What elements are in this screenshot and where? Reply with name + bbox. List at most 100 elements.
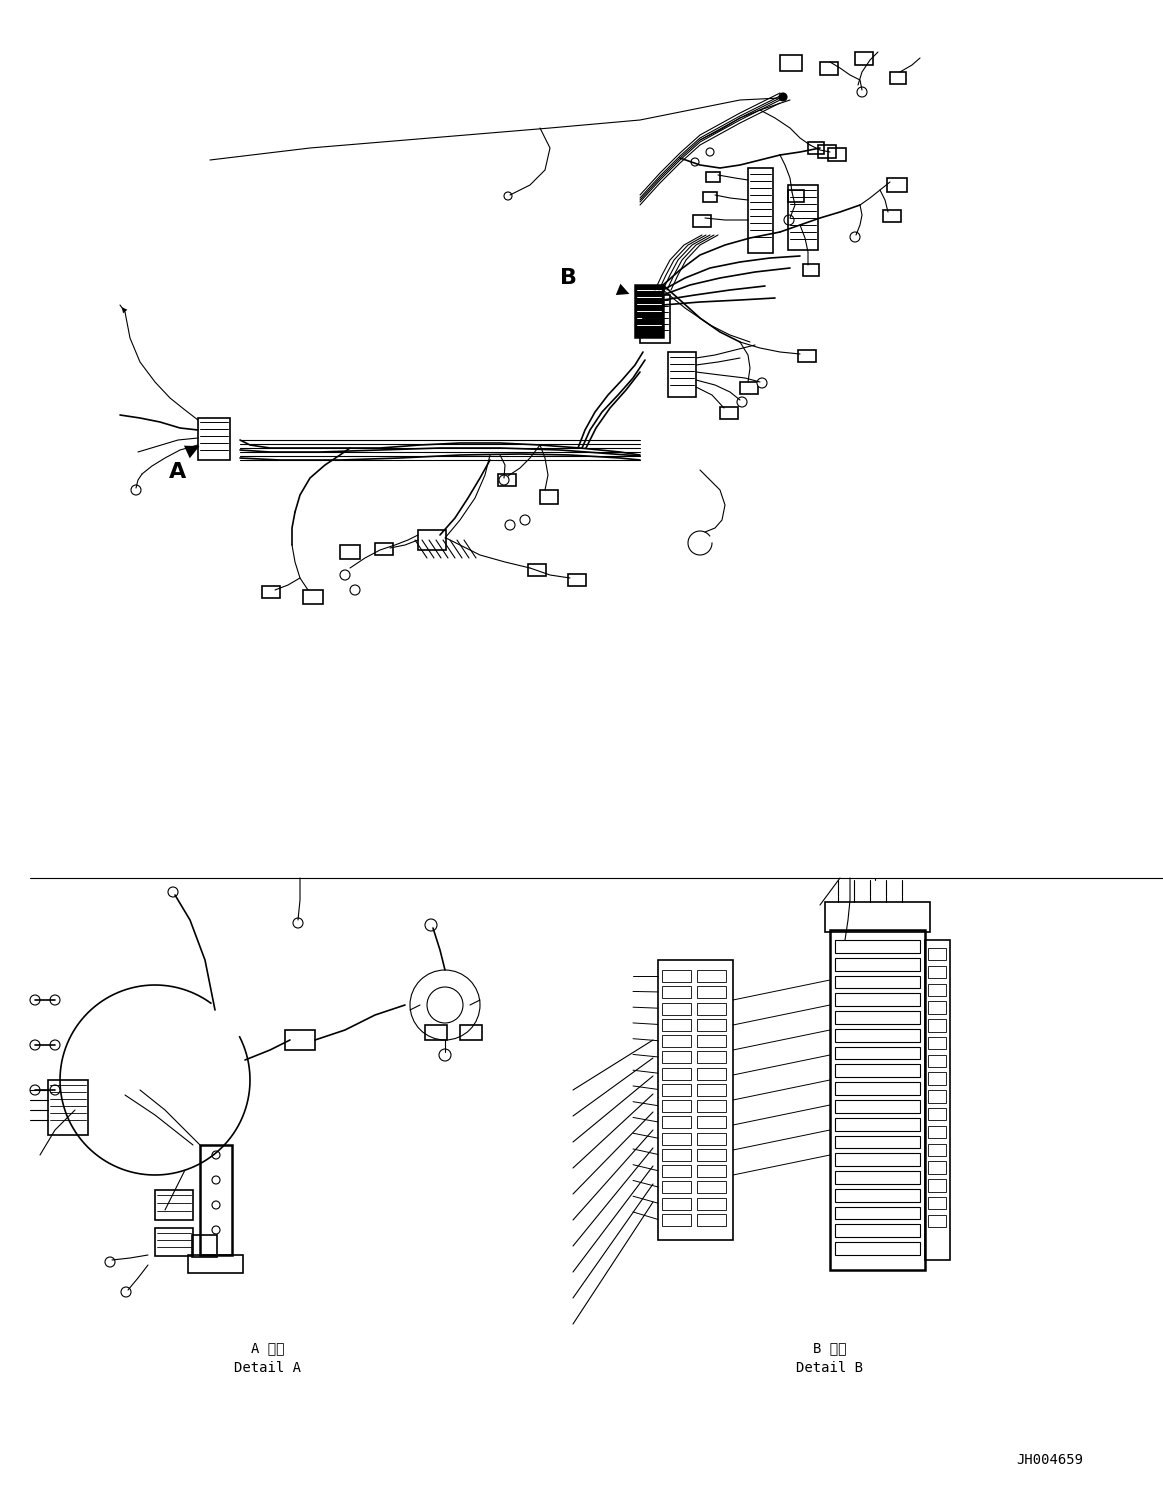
Bar bbox=[540, 490, 558, 504]
Bar bbox=[662, 1100, 691, 1112]
Bar bbox=[855, 52, 873, 65]
Bar bbox=[928, 966, 946, 978]
Bar bbox=[740, 382, 758, 394]
Bar bbox=[697, 1100, 726, 1112]
Bar bbox=[830, 930, 925, 1269]
Bar bbox=[818, 144, 836, 158]
Bar bbox=[928, 1073, 946, 1085]
Bar bbox=[155, 1228, 193, 1256]
Bar bbox=[835, 1100, 920, 1113]
Bar bbox=[825, 902, 930, 931]
Circle shape bbox=[50, 1085, 60, 1095]
Bar bbox=[835, 1012, 920, 1024]
Bar bbox=[835, 1028, 920, 1042]
Circle shape bbox=[784, 214, 794, 225]
Bar bbox=[835, 1153, 920, 1167]
Bar bbox=[789, 185, 818, 250]
Bar bbox=[424, 1025, 447, 1040]
Bar bbox=[697, 1214, 726, 1226]
Circle shape bbox=[779, 92, 787, 101]
Bar bbox=[820, 62, 839, 74]
Circle shape bbox=[30, 995, 40, 1004]
Circle shape bbox=[105, 1257, 115, 1266]
Bar bbox=[662, 987, 691, 998]
Bar bbox=[835, 1207, 920, 1220]
Bar bbox=[662, 1003, 691, 1015]
Text: B: B bbox=[559, 268, 577, 289]
Circle shape bbox=[121, 1287, 131, 1298]
Circle shape bbox=[340, 570, 350, 580]
Bar bbox=[697, 1149, 726, 1161]
Bar bbox=[928, 948, 946, 960]
Bar bbox=[925, 940, 950, 1260]
Circle shape bbox=[505, 519, 515, 530]
Bar bbox=[285, 1030, 315, 1051]
Bar bbox=[662, 1083, 691, 1097]
Bar bbox=[780, 55, 802, 71]
Bar bbox=[635, 286, 663, 336]
Text: Detail B: Detail B bbox=[797, 1362, 863, 1375]
Bar bbox=[662, 1149, 691, 1161]
Bar bbox=[828, 147, 846, 161]
Bar bbox=[697, 1198, 726, 1210]
Bar bbox=[802, 263, 819, 275]
Bar bbox=[835, 1082, 920, 1095]
Bar bbox=[662, 1181, 691, 1193]
Bar bbox=[835, 1135, 920, 1149]
Bar bbox=[662, 1198, 691, 1210]
Bar bbox=[835, 994, 920, 1006]
Bar bbox=[662, 1051, 691, 1064]
Bar bbox=[928, 1055, 946, 1067]
Bar bbox=[662, 1165, 691, 1177]
Bar bbox=[461, 1025, 481, 1040]
Bar bbox=[697, 1165, 726, 1177]
Circle shape bbox=[706, 147, 714, 156]
Bar bbox=[697, 970, 726, 982]
Circle shape bbox=[131, 485, 141, 496]
Bar bbox=[835, 1117, 920, 1131]
Bar bbox=[835, 1225, 920, 1237]
Bar bbox=[928, 1001, 946, 1013]
Bar bbox=[697, 1019, 726, 1031]
Circle shape bbox=[737, 397, 747, 408]
Bar bbox=[890, 71, 906, 83]
Circle shape bbox=[520, 515, 530, 525]
Text: JH004659: JH004659 bbox=[1016, 1452, 1084, 1467]
Bar bbox=[697, 1132, 726, 1144]
Bar bbox=[658, 960, 733, 1240]
Circle shape bbox=[30, 1040, 40, 1051]
Circle shape bbox=[850, 232, 859, 243]
Bar bbox=[928, 1109, 946, 1120]
Bar bbox=[668, 353, 695, 397]
Bar bbox=[693, 214, 711, 228]
Bar bbox=[498, 475, 516, 487]
Circle shape bbox=[757, 378, 768, 388]
Bar bbox=[662, 1132, 691, 1144]
Bar bbox=[798, 350, 816, 362]
Bar bbox=[928, 1037, 946, 1049]
Bar bbox=[662, 1116, 691, 1128]
Circle shape bbox=[50, 1040, 60, 1051]
Bar bbox=[835, 1046, 920, 1059]
Bar bbox=[374, 543, 393, 555]
Text: A: A bbox=[170, 461, 186, 482]
Bar bbox=[748, 168, 773, 253]
Bar bbox=[928, 1214, 946, 1228]
Text: B 詳細: B 詳細 bbox=[813, 1341, 847, 1356]
Bar bbox=[304, 591, 323, 604]
Bar bbox=[640, 295, 670, 344]
Circle shape bbox=[30, 1085, 40, 1095]
Bar bbox=[340, 545, 361, 559]
Bar bbox=[48, 1080, 88, 1135]
Bar bbox=[835, 1171, 920, 1184]
Text: Detail A: Detail A bbox=[235, 1362, 301, 1375]
Circle shape bbox=[293, 918, 304, 929]
Bar bbox=[155, 1190, 193, 1220]
Bar bbox=[928, 984, 946, 995]
Bar bbox=[835, 1242, 920, 1254]
Circle shape bbox=[857, 86, 866, 97]
Bar bbox=[192, 1235, 217, 1257]
Bar bbox=[697, 1036, 726, 1048]
Bar bbox=[697, 1116, 726, 1128]
Bar bbox=[528, 564, 545, 576]
